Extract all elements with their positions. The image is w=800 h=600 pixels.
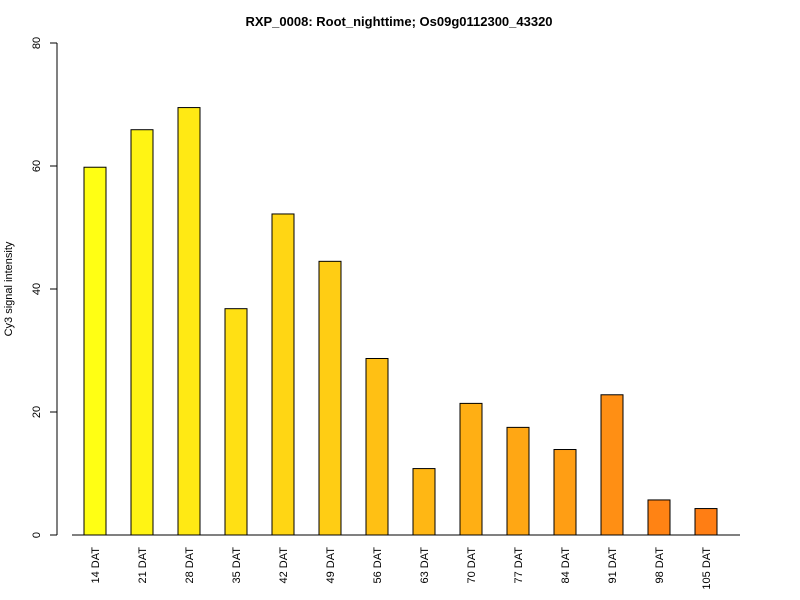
y-tick-label: 20 (31, 406, 43, 418)
y-tick-label: 60 (31, 160, 43, 172)
y-tick-label: 80 (31, 37, 43, 49)
bar (412, 468, 436, 536)
x-tick-label: 14 DAT (90, 547, 102, 584)
chart-title: RXP_0008: Root_nighttime; Os09g0112300_4… (245, 14, 552, 29)
bar (224, 308, 248, 536)
bar (553, 449, 577, 536)
plot-area: 0 20 40 60 80 14 DAT 21 DAT 28 DAT 35 DAT 42 DAT 4… (31, 37, 740, 590)
x-tick-label: 28 DAT (184, 547, 196, 584)
bar (318, 260, 342, 536)
bar (83, 166, 107, 536)
x-tick-label: 91 DAT (607, 547, 619, 584)
bar (365, 357, 389, 536)
x-tick-label: 63 DAT (419, 547, 431, 584)
x-tick-label: 70 DAT (466, 547, 478, 584)
x-tick-label: 77 DAT (513, 547, 525, 584)
x-tick-label: 84 DAT (560, 547, 572, 584)
y-tick-label: 0 (31, 532, 43, 538)
bar (271, 213, 295, 536)
x-tick-label: 56 DAT (372, 547, 384, 584)
x-tick-label: 42 DAT (278, 547, 290, 584)
y-tick-label: 40 (31, 283, 43, 295)
bar (177, 107, 201, 536)
bar (647, 499, 671, 536)
x-tick-label: 49 DAT (325, 547, 337, 584)
bar (694, 508, 718, 536)
x-tick-label: 105 DAT (701, 547, 713, 590)
bar (600, 394, 624, 536)
bar (459, 402, 483, 536)
bar (506, 426, 530, 536)
bar (130, 129, 154, 536)
y-axis-label: Cy3 signal intensity (3, 241, 15, 336)
x-tick-label: 98 DAT (654, 547, 666, 584)
x-tick-label: 35 DAT (231, 547, 243, 584)
x-tick-label: 21 DAT (137, 547, 149, 584)
